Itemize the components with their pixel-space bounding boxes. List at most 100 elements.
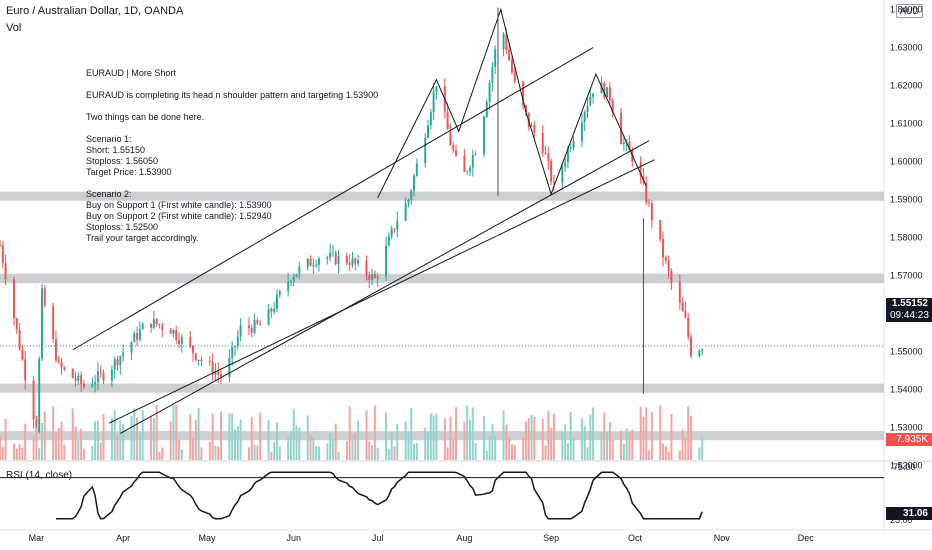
- candle-body: [102, 372, 105, 381]
- volume-bar: [228, 413, 231, 460]
- volume-bar: [63, 444, 66, 460]
- candle-body: [368, 275, 371, 281]
- candle-body: [0, 245, 1, 247]
- volume-bar: [217, 446, 220, 460]
- candle-body: [592, 93, 595, 97]
- volume-bar: [326, 443, 329, 460]
- volume-bar: [348, 406, 351, 460]
- volume-bar: [169, 421, 172, 460]
- time-axis-label: Apr: [116, 533, 130, 543]
- symbol-title[interactable]: Euro / Australian Dollar, 1D, OANDA: [6, 5, 184, 17]
- candle-body: [273, 308, 276, 312]
- candle-body: [466, 171, 469, 173]
- candle-body: [429, 111, 432, 126]
- volume-bar: [357, 420, 360, 460]
- candle-body: [200, 359, 203, 362]
- volume-indicator-label[interactable]: Vol: [6, 22, 22, 34]
- candle-body: [155, 318, 158, 325]
- candle-body: [289, 281, 292, 283]
- volume-bar: [211, 413, 214, 460]
- time-axis-label: Sep: [543, 533, 559, 543]
- volume-bar: [471, 407, 474, 460]
- volume-bar: [650, 412, 653, 460]
- volume-bar: [371, 445, 374, 460]
- candle-body: [150, 323, 153, 328]
- candle-body: [326, 257, 329, 259]
- volume-bar: [698, 447, 701, 460]
- candle-body: [427, 125, 430, 138]
- volume-bar: [60, 421, 63, 460]
- currency-button[interactable]: AUD: [896, 4, 924, 18]
- annotation-line: Buy on Support 1 (First white candle): 1…: [86, 200, 272, 210]
- volume-bar: [99, 442, 102, 460]
- price-tick-label: 1.61000: [890, 119, 923, 129]
- volume-bar: [483, 415, 485, 460]
- volume-bar: [687, 406, 690, 460]
- volume-bar: [385, 412, 388, 460]
- candle-body: [133, 333, 136, 343]
- volume-bar: [491, 424, 494, 460]
- volume-bar: [628, 432, 631, 460]
- volume-bar: [138, 432, 141, 460]
- candle-body: [446, 111, 449, 130]
- rsi-indicator-label[interactable]: RSI (14, close): [6, 470, 73, 481]
- volume-bar: [390, 431, 393, 460]
- candle-body: [488, 82, 491, 103]
- volume-bar: [133, 408, 136, 460]
- volume-bar: [1, 446, 4, 460]
- time-axis-label: Oct: [628, 533, 643, 543]
- candle-body: [94, 382, 97, 385]
- candle-body: [622, 142, 625, 145]
- annotation-line: Stoploss: 1.56050: [86, 156, 159, 166]
- volume-bar: [645, 407, 648, 460]
- candle-body: [18, 329, 21, 350]
- volume-bar: [18, 444, 21, 460]
- volume-bar: [80, 428, 83, 460]
- candle-body: [687, 317, 690, 337]
- volume-bar: [376, 448, 379, 460]
- candle-body: [21, 349, 24, 360]
- candle-body: [315, 264, 318, 266]
- candle-body: [393, 228, 396, 230]
- annotation-line: [86, 101, 378, 112]
- candle-body: [122, 352, 125, 357]
- time-axis-label: Mar: [29, 533, 45, 543]
- candle-body: [606, 87, 609, 98]
- price-tick-label: 1.57000: [890, 271, 923, 281]
- volume-bar: [24, 423, 27, 460]
- volume-bar: [77, 440, 80, 460]
- volume-value-tag: 7.935K: [886, 433, 932, 446]
- candle-body: [194, 353, 197, 361]
- annotation-line: Stoploss: 1.52500: [86, 222, 159, 232]
- candle-body: [407, 200, 410, 203]
- candle-body: [136, 333, 139, 340]
- candle-body: [603, 82, 606, 98]
- volume-bar: [122, 424, 125, 460]
- volume-bar: [522, 437, 525, 460]
- volume-bar: [158, 451, 161, 460]
- candle-body: [586, 105, 589, 113]
- volume-bar: [373, 405, 376, 460]
- volume-bar: [550, 427, 553, 460]
- candle-body: [161, 325, 164, 330]
- candle-body: [561, 166, 564, 183]
- candle-body: [530, 125, 533, 127]
- volume-bar: [580, 418, 583, 460]
- volume-bar: [256, 445, 259, 460]
- candle-body: [639, 161, 642, 177]
- candle-body: [57, 360, 60, 362]
- candle-body: [589, 96, 592, 106]
- candle-body: [648, 202, 651, 204]
- candle-body: [270, 309, 273, 312]
- volume-bar: [287, 437, 290, 460]
- volume-bar: [306, 415, 309, 460]
- candle-body: [175, 330, 178, 340]
- volume-bar: [530, 414, 533, 460]
- volume-bar: [71, 408, 74, 460]
- volume-bar: [667, 451, 670, 460]
- volume-bar: [236, 426, 239, 460]
- volume-bar: [57, 427, 60, 460]
- candle-body: [508, 50, 511, 61]
- candle-body: [317, 258, 320, 265]
